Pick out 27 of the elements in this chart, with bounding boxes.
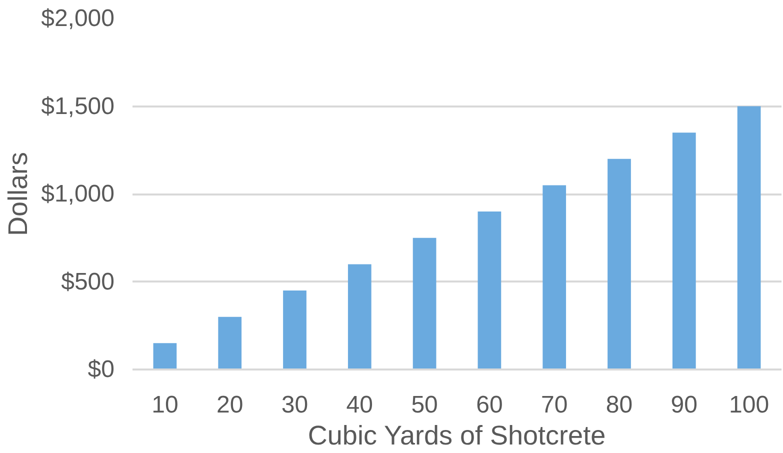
x-tick-label: 20 [216,392,244,418]
bar [153,343,177,370]
bar [283,290,306,370]
bar [348,264,372,370]
x-tick-label: 30 [281,392,308,418]
y-tick-label: $2,000 [41,5,114,32]
x-tick-label: 10 [152,392,178,418]
y-tick-label: $1,000 [41,180,114,208]
x-tick-label: 60 [476,392,503,418]
x-tick-label: 90 [670,392,698,418]
bar [542,185,566,370]
y-tick-label: $0 [88,356,115,383]
x-tick-label: 50 [411,392,438,418]
y-tick-label: $500 [61,268,114,296]
bar [218,316,242,370]
x-axis-title: Cubic Yards of Shotcrete [308,420,606,450]
bar [737,106,761,370]
bar [478,212,502,370]
x-tick-label: 40 [346,392,374,418]
y-axis-title: Dollars [3,152,34,236]
x-tick-label: 80 [606,392,633,418]
y-tick-label: $1,500 [41,92,114,120]
bar [672,132,696,370]
bar [412,238,436,370]
x-tick-label: 70 [541,392,568,418]
x-tick-label: 100 [729,392,770,418]
bar [608,158,631,370]
